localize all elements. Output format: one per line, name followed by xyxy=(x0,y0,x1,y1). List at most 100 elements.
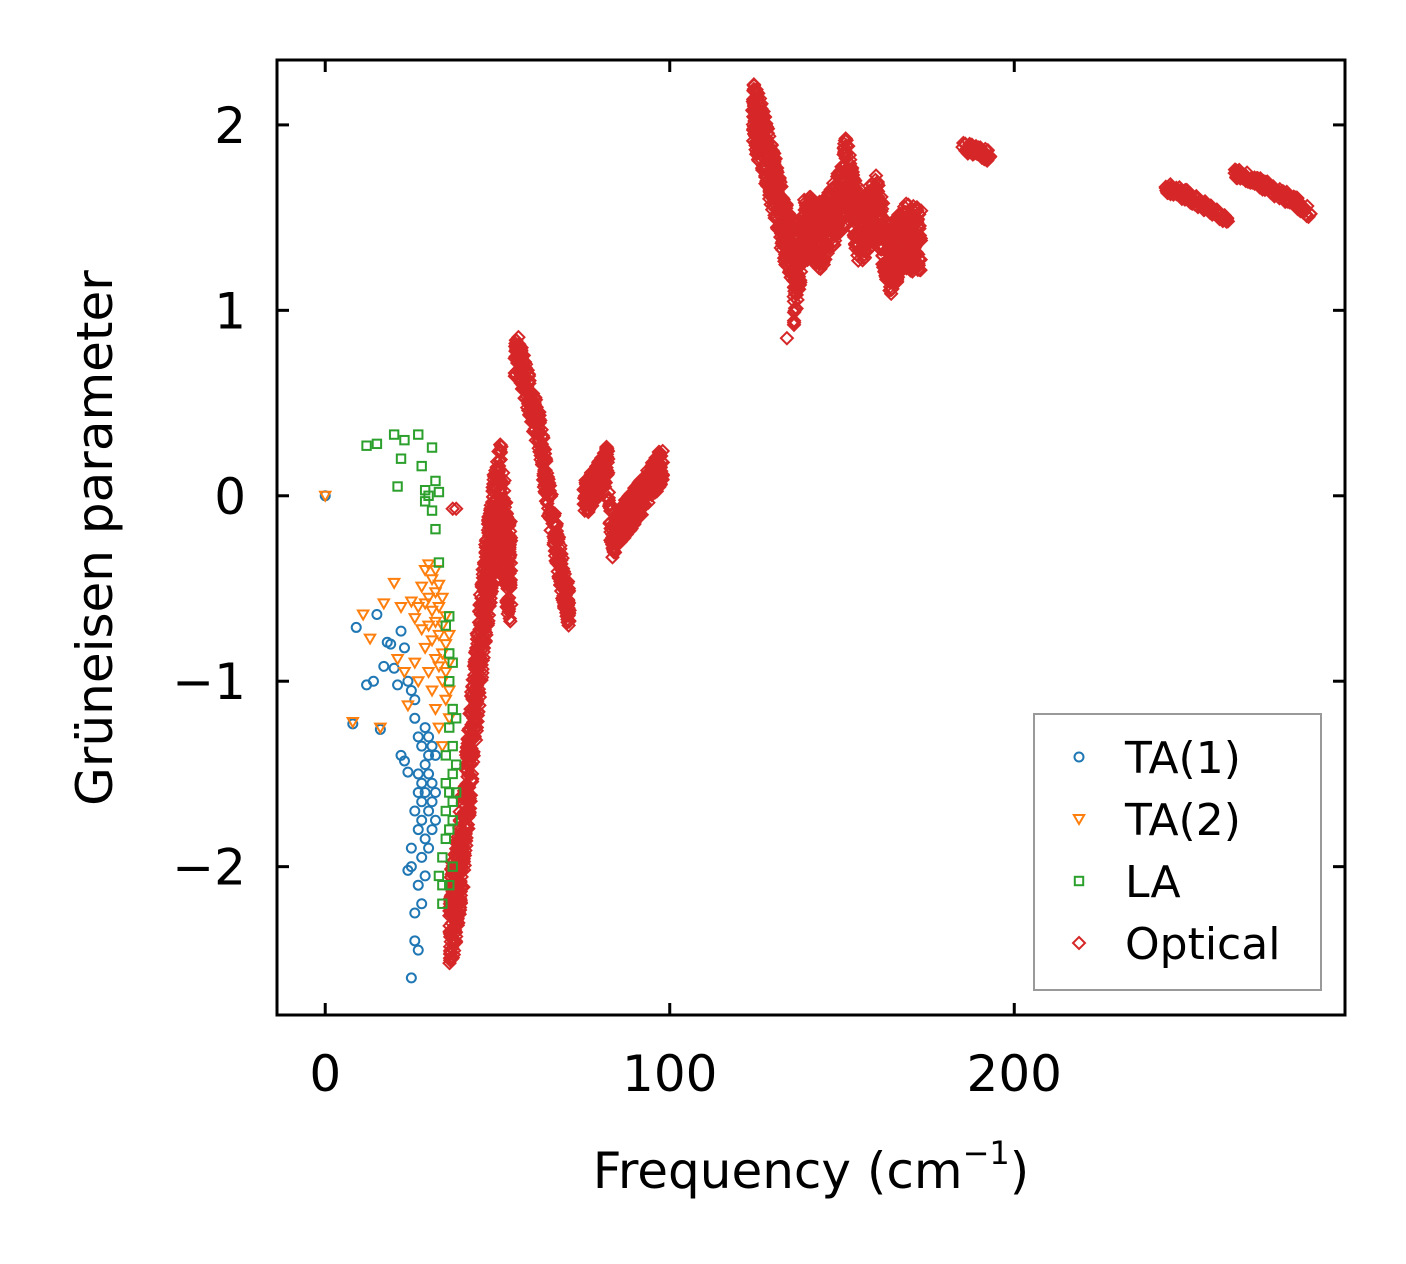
data-point xyxy=(502,550,517,566)
data-point xyxy=(760,169,775,185)
data-point xyxy=(561,600,576,616)
data-point xyxy=(501,604,517,619)
data-point xyxy=(474,633,490,649)
data-point xyxy=(345,717,360,730)
data-point xyxy=(1180,192,1196,208)
data-point xyxy=(829,213,845,228)
data-point xyxy=(437,852,448,863)
data-point xyxy=(841,209,857,225)
legend-label: TA(1) xyxy=(1124,733,1241,784)
data-point xyxy=(601,492,617,508)
data-point xyxy=(539,465,555,481)
data-point xyxy=(655,467,671,482)
data-point xyxy=(463,787,479,803)
data-point xyxy=(608,537,623,553)
data-point xyxy=(431,629,446,642)
data-point xyxy=(593,450,609,466)
data-point xyxy=(844,212,860,228)
data-point xyxy=(492,471,508,487)
data-point xyxy=(418,564,433,577)
data-point xyxy=(1232,168,1248,184)
data-point xyxy=(534,422,550,438)
data-point xyxy=(444,824,455,835)
data-point xyxy=(578,495,593,511)
data-point xyxy=(1183,186,1198,202)
data-point xyxy=(521,373,537,389)
data-point xyxy=(603,503,618,519)
data-point xyxy=(465,672,481,688)
data-point xyxy=(416,814,428,826)
data-point xyxy=(508,333,524,349)
data-point xyxy=(521,366,537,382)
data-point xyxy=(895,243,910,259)
data-point xyxy=(430,523,441,535)
data-point xyxy=(875,195,891,211)
data-point xyxy=(747,104,763,120)
data-point xyxy=(419,833,431,845)
data-point xyxy=(412,944,424,956)
data-point xyxy=(482,598,498,614)
data-point xyxy=(442,629,457,642)
data-point xyxy=(395,453,407,464)
data-point xyxy=(419,722,431,734)
data-point xyxy=(416,460,427,472)
data-point xyxy=(455,845,471,861)
data-point xyxy=(413,429,424,440)
data-point xyxy=(864,176,880,192)
data-point xyxy=(889,209,905,225)
legend-entry: Optical xyxy=(1071,919,1280,970)
data-point xyxy=(533,452,549,467)
data-point xyxy=(478,559,494,575)
data-point xyxy=(877,260,893,276)
data-point xyxy=(416,796,428,808)
data-point xyxy=(542,511,558,527)
data-point xyxy=(789,230,805,246)
data-point xyxy=(794,252,810,268)
data-point xyxy=(831,222,847,237)
data-point xyxy=(527,421,543,437)
data-point xyxy=(478,592,494,608)
data-point xyxy=(560,593,576,609)
data-point xyxy=(1230,165,1245,181)
data-point xyxy=(416,777,428,789)
data-point xyxy=(833,207,849,222)
data-point xyxy=(798,197,814,213)
data-point xyxy=(426,777,438,789)
y-axis-label: Grüneisen parameter xyxy=(66,270,124,806)
data-point xyxy=(876,219,892,235)
data-point xyxy=(772,170,788,186)
data-point xyxy=(784,267,800,283)
data-point xyxy=(771,172,787,188)
data-point xyxy=(860,193,876,209)
data-point xyxy=(898,228,914,243)
data-point xyxy=(502,534,518,550)
data-point xyxy=(450,787,462,798)
plot-frame xyxy=(275,58,1347,1017)
data-point xyxy=(464,766,480,782)
data-point xyxy=(619,503,635,519)
data-point xyxy=(814,213,830,228)
data-point xyxy=(751,110,767,126)
data-point xyxy=(419,870,431,882)
data-point xyxy=(1284,191,1300,207)
data-point xyxy=(1160,184,1175,200)
data-point xyxy=(460,801,476,817)
data-point xyxy=(440,778,452,789)
data-point xyxy=(423,749,435,761)
data-point xyxy=(826,197,842,213)
data-point xyxy=(501,590,517,606)
data-point xyxy=(605,549,620,565)
series-la xyxy=(361,429,462,909)
data-point xyxy=(492,507,508,523)
data-point xyxy=(405,861,417,873)
data-point xyxy=(808,197,824,212)
data-point xyxy=(459,830,474,846)
data-point xyxy=(643,486,658,502)
data-point xyxy=(416,740,428,752)
data-point xyxy=(387,577,402,590)
series-ta-2- xyxy=(318,490,457,754)
data-point xyxy=(494,494,509,510)
data-point xyxy=(842,147,858,163)
points-layer xyxy=(318,77,1318,984)
data-point xyxy=(628,492,644,507)
